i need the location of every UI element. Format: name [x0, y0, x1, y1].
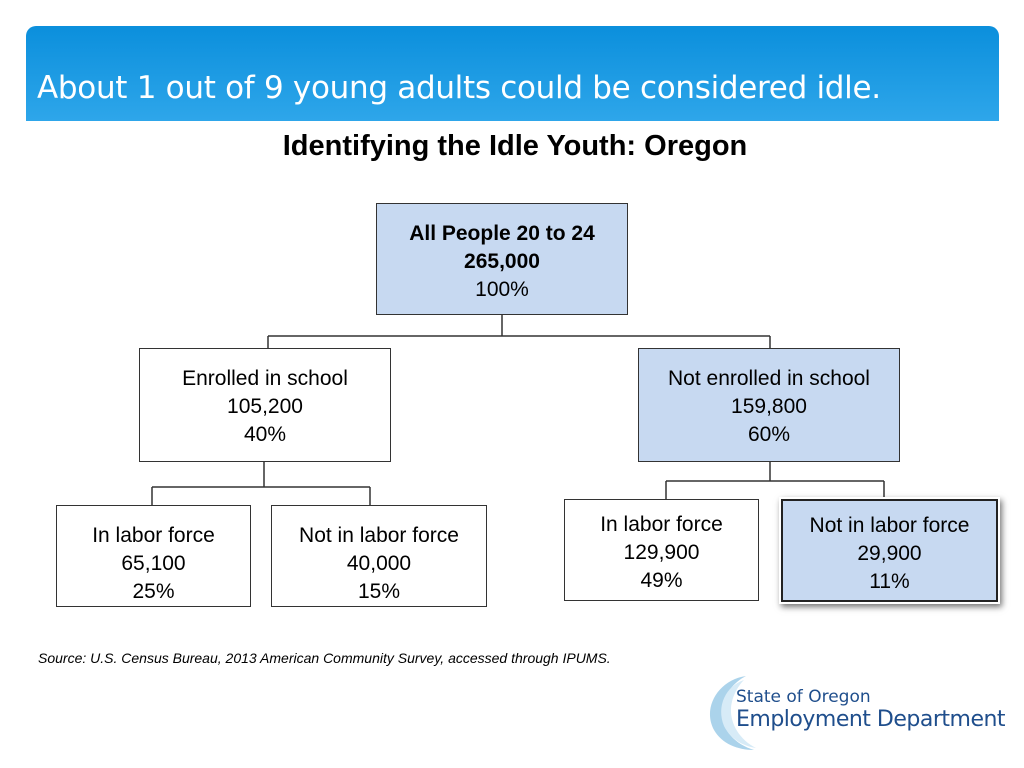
node-enrolled-not-in-labor-force: Not in labor force 40,000 15%	[271, 505, 487, 607]
node-percent: 11%	[869, 570, 910, 593]
node-count: 105,200	[227, 395, 303, 418]
node-count: 129,900	[623, 541, 700, 564]
node-percent: 60%	[747, 423, 791, 446]
node-enrolled-in-labor-force: In labor force 65,100 25%	[56, 505, 251, 607]
node-percent: 40%	[243, 423, 287, 446]
slide-title: About 1 out of 9 young adults could be c…	[37, 70, 881, 106]
node-all-people: All People 20 to 24 265,000 100%	[376, 203, 628, 315]
node-count: 29,900	[857, 542, 922, 565]
node-count: 265,000	[464, 250, 540, 273]
node-label: All People 20 to 24	[409, 222, 595, 245]
node-label: Not enrolled in school	[668, 367, 870, 390]
node-percent: 15%	[357, 580, 401, 603]
node-not-enrolled-in-school: Not enrolled in school 159,800 60%	[638, 348, 900, 462]
node-label: Not in labor force	[809, 514, 970, 537]
node-not-enrolled-in-labor-force: In labor force 129,900 49%	[564, 499, 759, 601]
node-percent: 49%	[640, 569, 683, 592]
source-note: Source: U.S. Census Bureau, 2013 America…	[38, 650, 611, 666]
logo-text-department: Employment Department	[736, 707, 1006, 732]
node-percent: 25%	[132, 580, 175, 603]
diagram-title: Identifying the Idle Youth: Oregon	[282, 130, 748, 162]
node-label: In labor force	[600, 513, 723, 536]
node-label: Enrolled in school	[182, 367, 348, 390]
node-count: 40,000	[346, 552, 412, 575]
node-not-enrolled-not-in-labor-force: Not in labor force 29,900 11%	[781, 499, 998, 602]
node-enrolled-in-school: Enrolled in school 105,200 40%	[139, 348, 391, 462]
header-bar: About 1 out of 9 young adults could be c…	[26, 26, 999, 121]
node-count: 159,800	[731, 395, 807, 418]
logo-text-state: State of Oregon	[736, 687, 871, 707]
node-label: Not in labor force	[299, 524, 459, 547]
node-percent: 100%	[475, 278, 529, 301]
oregon-logo-icon	[709, 676, 756, 750]
node-label: In labor force	[92, 524, 215, 547]
node-count: 65,100	[121, 552, 186, 575]
